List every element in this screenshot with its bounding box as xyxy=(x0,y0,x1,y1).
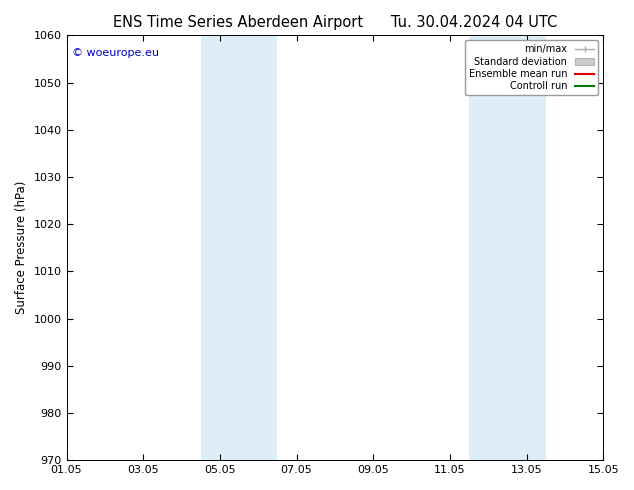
Bar xyxy=(469,35,546,460)
Title: ENS Time Series Aberdeen Airport      Tu. 30.04.2024 04 UTC: ENS Time Series Aberdeen Airport Tu. 30.… xyxy=(113,15,557,30)
Y-axis label: Surface Pressure (hPa): Surface Pressure (hPa) xyxy=(15,181,28,315)
Legend: min/max, Standard deviation, Ensemble mean run, Controll run: min/max, Standard deviation, Ensemble me… xyxy=(465,40,598,95)
Text: © woeurope.eu: © woeurope.eu xyxy=(72,48,159,58)
Bar xyxy=(201,35,277,460)
